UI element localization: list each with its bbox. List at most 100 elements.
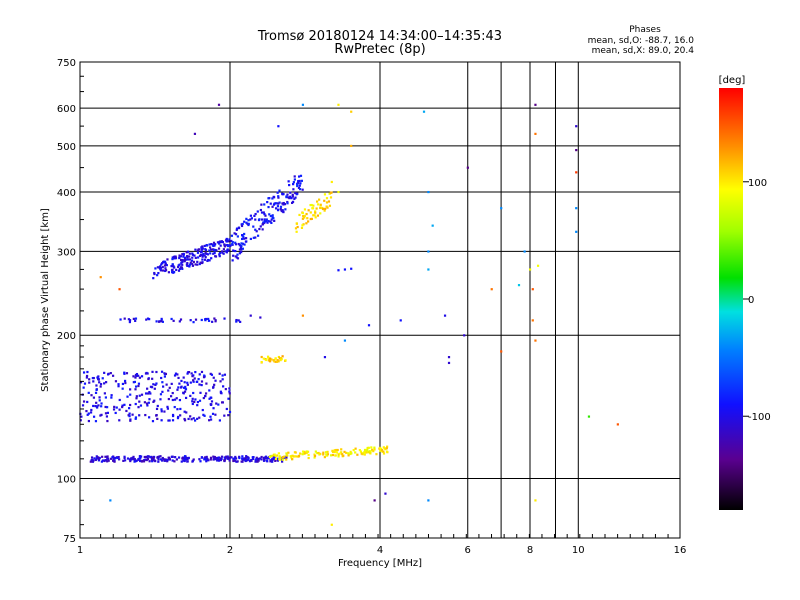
data-point: [240, 244, 243, 248]
data-point: [160, 408, 163, 411]
data-point: [274, 207, 278, 210]
data-point: [237, 226, 241, 230]
chart-title: Tromsø 20180124 14:34:00–14:35:43: [257, 29, 502, 44]
data-point: [103, 382, 106, 385]
data-point: [314, 450, 317, 453]
data-point: [169, 395, 173, 398]
data-point: [295, 222, 299, 225]
data-point: [352, 449, 355, 452]
data-point: [189, 261, 192, 264]
data-point: [242, 458, 245, 461]
data-point: [330, 454, 333, 457]
data-point: [383, 447, 386, 450]
data-point: [204, 248, 207, 251]
data-point: [160, 370, 164, 373]
data-point: [198, 383, 201, 386]
data-point: [312, 214, 315, 217]
data-point: [132, 317, 135, 320]
data-point: [363, 453, 366, 456]
data-point: [183, 256, 187, 259]
data-point: [361, 453, 364, 456]
data-point: [289, 191, 292, 194]
data-point: [194, 398, 197, 401]
data-point: [205, 455, 208, 459]
data-point: [221, 251, 224, 254]
data-point: [427, 190, 430, 194]
data-point: [106, 406, 109, 409]
data-point: [183, 258, 187, 261]
data-point: [243, 220, 246, 223]
data-points: [79, 103, 619, 526]
data-point: [129, 393, 132, 396]
data-point: [191, 252, 194, 255]
data-point: [363, 448, 367, 452]
data-point: [298, 188, 302, 191]
data-point: [129, 403, 132, 407]
data-point: [158, 320, 161, 323]
data-point: [204, 251, 207, 255]
data-point: [281, 202, 284, 205]
data-point: [323, 456, 326, 459]
data-point: [206, 457, 209, 461]
data-point: [235, 318, 238, 322]
data-point: [151, 460, 154, 463]
data-point: [466, 166, 469, 169]
data-point: [180, 266, 183, 269]
data-point: [182, 252, 185, 255]
data-point: [87, 412, 90, 415]
data-point: [116, 456, 119, 460]
data-point: [290, 456, 293, 459]
data-point: [283, 203, 287, 206]
data-point: [314, 216, 317, 219]
data-point: [341, 453, 344, 456]
data-point: [303, 208, 307, 211]
data-point: [200, 250, 203, 253]
data-point: [178, 254, 181, 257]
data-point: [272, 203, 276, 206]
data-point: [105, 381, 108, 384]
data-point: [193, 377, 196, 380]
data-point: [182, 376, 185, 379]
data-point: [147, 401, 150, 404]
data-point: [277, 202, 280, 205]
data-point: [316, 200, 319, 203]
data-point: [209, 246, 212, 249]
data-point: [534, 339, 537, 342]
data-point: [326, 453, 329, 456]
data-point: [81, 404, 85, 407]
data-point: [316, 203, 320, 206]
data-point: [97, 458, 101, 461]
data-point: [104, 412, 108, 415]
data-point: [208, 259, 211, 262]
data-point: [254, 218, 257, 221]
data-point: [96, 406, 99, 409]
data-point: [118, 288, 121, 291]
data-point: [208, 243, 211, 246]
data-point: [184, 385, 187, 389]
grid-lines: [80, 62, 680, 538]
data-point: [186, 381, 189, 384]
data-point: [270, 460, 274, 463]
data-point: [99, 385, 102, 388]
data-point: [322, 451, 325, 454]
data-point: [254, 228, 257, 231]
data-point: [160, 317, 163, 321]
data-point: [314, 210, 317, 213]
data-point: [252, 457, 255, 461]
data-point: [163, 410, 166, 413]
data-point: [230, 239, 233, 243]
data-point: [213, 244, 216, 247]
data-point: [301, 188, 304, 191]
data-point: [279, 207, 282, 211]
data-point: [284, 208, 287, 211]
data-point: [163, 458, 166, 461]
data-point: [203, 254, 206, 257]
data-point: [171, 268, 174, 271]
data-point: [216, 459, 219, 462]
data-point: [269, 214, 272, 218]
data-point: [517, 284, 521, 287]
data-point: [303, 450, 306, 454]
data-point: [179, 407, 182, 411]
data-point: [234, 455, 237, 459]
x-tick-label: 10: [572, 545, 585, 556]
